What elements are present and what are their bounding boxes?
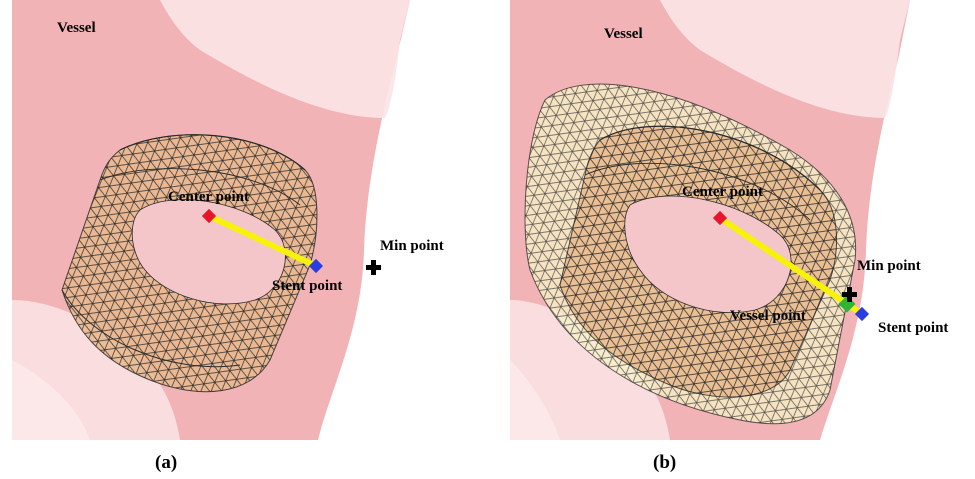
vessel-cap-top-b <box>660 0 910 118</box>
stent-mesh-b <box>559 125 838 398</box>
vessel-cap-bottom-a <box>12 300 180 440</box>
vessel-label-a: Vessel <box>57 20 96 36</box>
vessel-cap-bottom-b <box>510 300 670 440</box>
stent-point-label-b: Stent point <box>878 320 949 336</box>
min-point-marker-b <box>842 287 857 302</box>
vessel-cap-top-a <box>160 0 410 118</box>
center-point-label-b: Center point <box>682 184 763 200</box>
center-point-marker-b <box>712 210 728 226</box>
stent-point-marker-a <box>308 258 324 274</box>
stent-mesh-a <box>61 134 318 393</box>
min-point-label-a: Min point <box>380 238 444 254</box>
caption-b: (b) <box>653 452 677 473</box>
vessel-point-label-b: Vessel point <box>730 308 806 324</box>
center-point-label-a: Center point <box>168 189 249 205</box>
min-point-label-b: Min point <box>857 258 921 274</box>
panel-b: Vessel Center point Min point Vessel poi… <box>490 0 975 479</box>
radius-line-a <box>206 213 319 269</box>
stent-point-marker-b <box>854 306 870 322</box>
panel-a-scene <box>12 0 410 440</box>
center-point-marker-a <box>201 208 217 224</box>
radius-line-b <box>717 215 865 317</box>
min-point-marker-a <box>366 260 381 275</box>
vessel-label-b: Vessel <box>604 26 643 42</box>
panel-a: Vessel Center point Stent point Min poin… <box>0 0 480 479</box>
panel-b-scene <box>510 0 910 440</box>
stent-point-label-a: Stent point <box>272 278 343 294</box>
caption-a: (a) <box>155 452 178 473</box>
